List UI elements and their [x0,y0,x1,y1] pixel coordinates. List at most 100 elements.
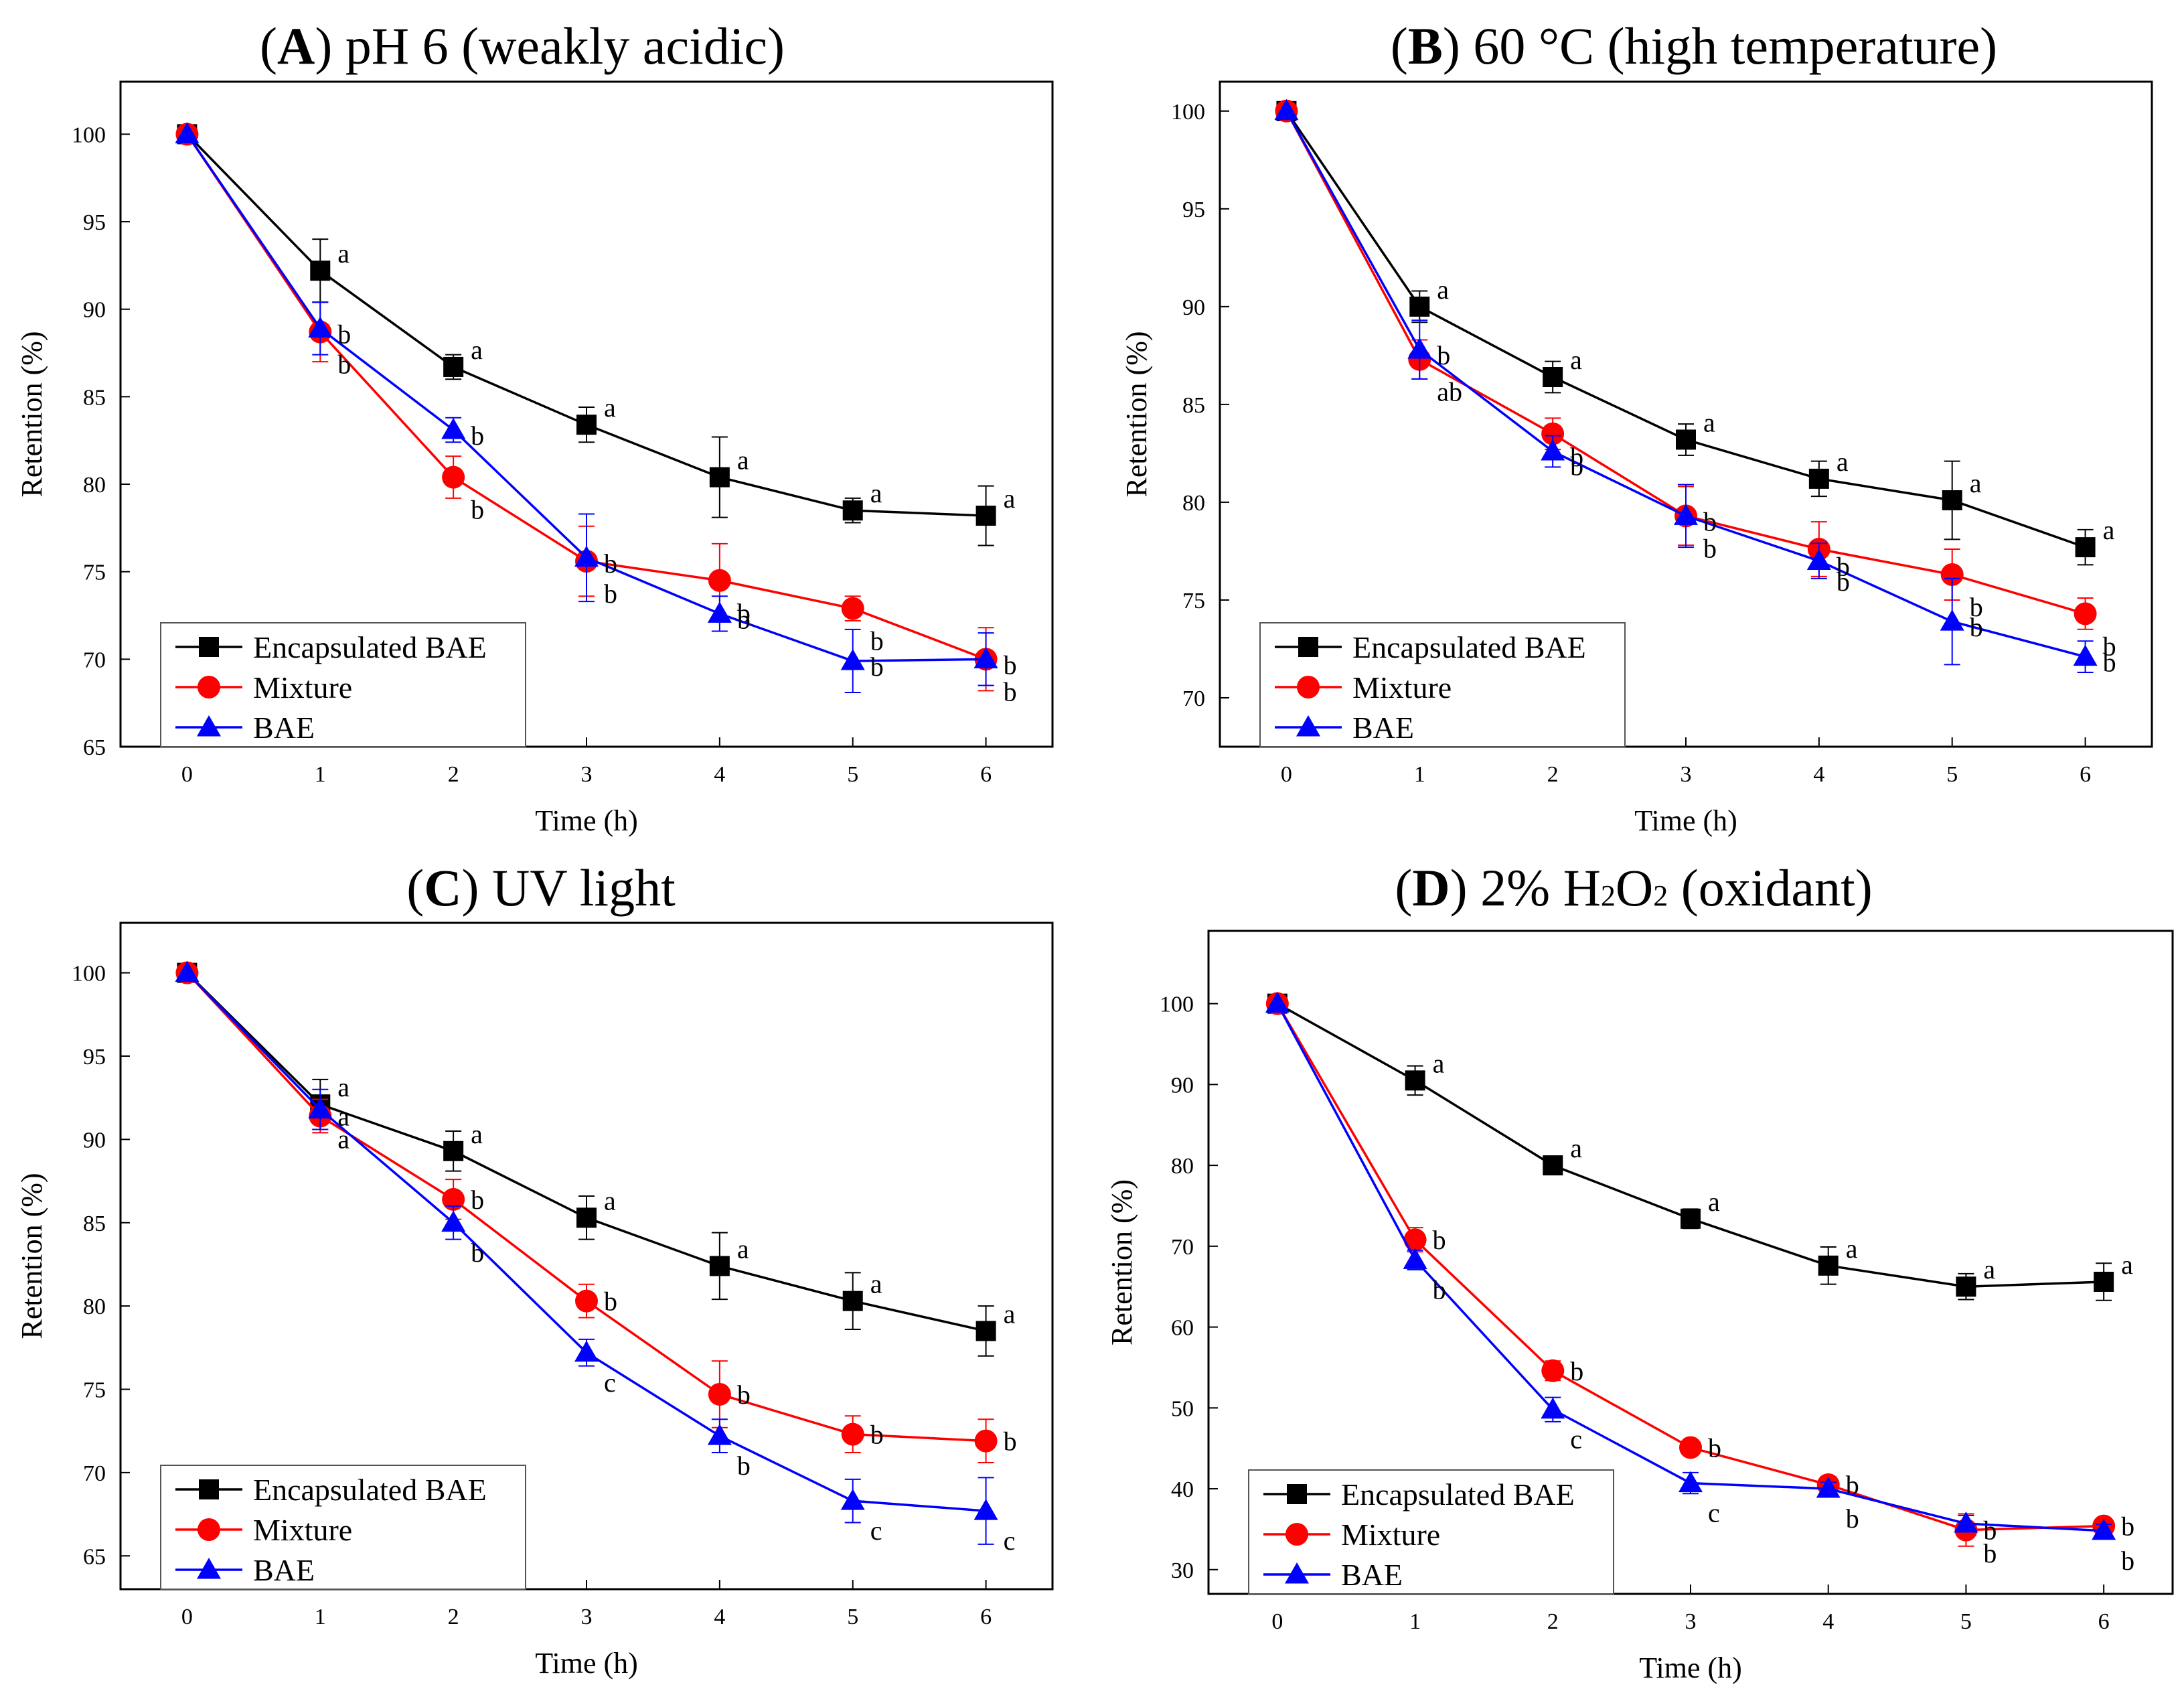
panel-a-xtick-label: 5 [847,762,858,787]
panel-a-y-axis-label: Retention (%) [15,331,48,497]
panel-c-ytick-label: 95 [83,1045,106,1070]
panel-a-legend-marker [199,637,219,657]
panel-a-point [308,316,333,338]
panel-b-point [2075,537,2096,558]
panel-b-point [1674,504,1698,525]
panel-a-point [442,465,465,489]
panel-a-xtick-label: 2 [448,762,459,787]
panel-c-series-line [186,972,986,1512]
panel-a-ytick-label: 75 [83,561,106,585]
panel-d-point [1818,1255,1839,1276]
panel-a-xtick-label: 1 [315,762,326,787]
panel-b-point [1407,338,1432,359]
panel-a-legend-label: Encapsulated BAE [253,630,487,664]
panel-a-point [841,597,864,620]
panel-c-point [441,1210,466,1232]
panel-c-significance-letter: a [337,1102,349,1132]
panel-b-significance-letter: b [1970,592,1983,622]
panel-a: (A) pH 6 (weakly acidic)6570758085909510… [15,17,1054,837]
panel-a-ytick-label: 80 [83,473,106,498]
panel-d-ytick-label: 90 [1171,1073,1194,1098]
panel-a-significance-letter: b [471,421,484,451]
panel-c-legend-marker [198,1518,220,1541]
panel-d-xtick-label: 0 [1271,1609,1283,1634]
panel-d-significance-letter: c [1570,1424,1582,1455]
panel-b-legend-label: BAE [1352,711,1414,745]
panel-c-legend-label: Encapsulated BAE [253,1473,487,1507]
panel-c-significance-letter: a [337,1124,349,1155]
panel-b-ytick-label: 100 [1171,100,1205,125]
panel-d-significance-letter: b [1570,1356,1583,1386]
panel-c-title: (C) UV light [406,859,676,917]
panel-d-legend-box [1248,1469,1614,1595]
panel-c-xtick-label: 6 [980,1605,992,1629]
panel-a-ytick-label: 90 [83,298,106,323]
panel-b-legend-marker [1296,715,1320,737]
panel-b-xtick-label: 5 [1946,762,1958,787]
panel-d-y-axis-label: Retention (%) [1105,1179,1138,1345]
panel-a-point [574,545,599,567]
panel-b-ytick-label: 75 [1182,589,1205,613]
panel-b-ytick-label: 95 [1182,198,1205,222]
panel-d-series-2: bcc bb b [1265,991,2134,1576]
panel-a-point [707,601,732,623]
panel-a-significance-letter: a [604,392,616,423]
panel-c-xtick-label: 0 [181,1605,193,1629]
panel-d-title-letter: D [1412,859,1450,917]
panel-b-point [1806,548,1831,571]
panel-b-point [1274,98,1299,121]
panel-b-legend-marker [1297,676,1320,698]
panel-d-significance-letter: a [1983,1254,1995,1284]
panel-c-significance-letter: b [870,1420,884,1450]
panel-b-significance-letter: b [1703,533,1717,563]
panel-c-significance-letter: c [870,1516,882,1546]
panel-a-ytick-label: 100 [72,123,106,147]
panel-d-significance-letter: a [1846,1234,1858,1264]
panel-a-point [840,648,865,670]
panel-d-point [1679,1436,1702,1459]
panel-c-point [974,1429,998,1453]
panel-c-significance-letter: b [604,1286,617,1317]
panel-b-point [1543,367,1563,388]
panel-c-point [308,1097,333,1119]
panel-d-series-0: a a a a a a [1267,993,2133,1301]
panel-a-series-0: a a a a a a [177,124,1016,546]
panel-c-ytick-label: 100 [72,962,106,986]
panel-c-legend-box [160,1465,526,1590]
panel-c-significance-letter: b [1004,1426,1017,1457]
panel-c-xtick-label: 5 [847,1605,858,1629]
panel-a-point [976,506,996,526]
panel-a-significance-letter: a [737,445,749,475]
panel-b-title-letter: B [1408,17,1443,75]
panel-c-significance-letter: a [870,1269,882,1299]
panel-d-point [1956,1276,1976,1297]
panel-d-legend-marker [1285,1562,1309,1584]
panel-c-series-2: a b c b c c [175,960,1016,1556]
panel-c-point [708,1382,731,1406]
panel-c-ytick-label: 80 [83,1295,106,1319]
panel-c-point [175,960,200,982]
panel-c-legend: Encapsulated BAE Mixture BAE [160,1465,526,1590]
panel-d-ytick-label: 60 [1171,1316,1194,1341]
panel-c-legend-label: BAE [253,1553,315,1587]
panel-c-significance-letter: b [471,1238,484,1268]
panel-d: (D) 2% H2O2 (oxidant) 30 40 50 60 70 80 90 100 0 1… [1105,859,2174,1684]
panel-b-significance-letter: a [1703,407,1715,437]
panel-d-xtick-label: 4 [1822,1609,1834,1634]
panel-a-significance-letter: b [870,626,884,656]
panel-c: (C) UV light 65 70 75 80 85 90 95 100 0 1 2 3 4 5 6 Time… [15,859,1054,1680]
panel-a-ytick-label: 95 [83,210,106,235]
panel-a-significance-letter: b [337,350,351,380]
panel-c-significance-letter: c [1004,1526,1016,1556]
panel-d-significance-letter: b [1708,1432,1721,1463]
panel-a-point [441,418,466,439]
panel-b-significance-letter: b [1570,451,1583,482]
panel-a-legend-box [160,622,526,747]
panel-a-significance-letter: b [604,548,617,579]
panel-d-significance-letter: a [1570,1133,1582,1163]
panel-b-significance-letter: b [1837,552,1850,582]
panel-a-significance-letter: a [1004,484,1016,514]
panel-a-legend: Encapsulated BAE Mixture BAE [160,622,526,747]
panel-a-ytick-label: 85 [83,385,106,410]
